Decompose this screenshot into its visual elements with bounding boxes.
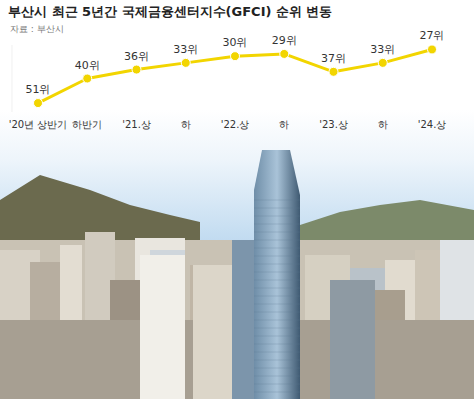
window-line (254, 256, 300, 257)
x-tick-label: '21.상 (122, 119, 151, 130)
window-line (254, 384, 300, 385)
marker (132, 65, 141, 74)
window-line (254, 328, 300, 329)
window-line (254, 232, 300, 233)
data-label: 29위 (272, 34, 297, 47)
data-label: 30위 (223, 36, 248, 49)
title: 부산시 최근 5년간 국제금융센터지수(GFCI) 순위 변동 (8, 4, 333, 19)
x-tick-label: '20년 상반기 (9, 119, 68, 130)
marker (378, 58, 387, 67)
window-line (254, 208, 300, 209)
window-line (254, 296, 300, 297)
x-tick-label: 하 (378, 119, 388, 130)
city-background (0, 0, 474, 399)
window-line (254, 312, 300, 313)
window-line (254, 336, 300, 337)
window-line (254, 224, 300, 225)
building (193, 265, 233, 399)
window-line (254, 216, 300, 217)
city-ground (0, 240, 474, 399)
window-line (254, 304, 300, 305)
source: 자료 : 부산시 (10, 24, 64, 34)
data-label: 51위 (26, 83, 51, 96)
x-tick-label: 하반기 (72, 119, 102, 130)
data-label: 33위 (173, 43, 198, 56)
marker (83, 74, 92, 83)
tower (254, 150, 300, 399)
x-tick-label: 하 (279, 119, 289, 130)
building (330, 280, 375, 399)
window-line (254, 240, 300, 241)
data-label: 36위 (124, 50, 149, 63)
root: 부산시 최근 5년간 국제금융센터지수(GFCI) 순위 변동자료 : 부산시 5… (0, 0, 474, 399)
marker (34, 99, 43, 108)
window-line (254, 344, 300, 345)
window-line (254, 288, 300, 289)
window-line (254, 368, 300, 369)
x-tick-label: '24.상 (418, 119, 447, 130)
data-label: 40위 (75, 59, 100, 72)
data-label: 37위 (321, 52, 346, 65)
tower-side (232, 240, 254, 399)
x-tick-label: '22.상 (221, 119, 250, 130)
marker (428, 45, 437, 54)
window-line (254, 248, 300, 249)
window-line (254, 352, 300, 353)
window-line (254, 200, 300, 201)
data-label: 33위 (370, 43, 395, 56)
marker (181, 58, 190, 67)
line (38, 49, 432, 103)
window-line (254, 280, 300, 281)
window-line (254, 272, 300, 273)
data-label: 27위 (420, 29, 445, 42)
building (135, 238, 185, 399)
window-line (254, 320, 300, 321)
window-line (254, 360, 300, 361)
marker (329, 67, 338, 76)
page-bg (0, 0, 474, 399)
marker (231, 52, 240, 61)
building (140, 255, 185, 399)
chart: 부산시 최근 5년간 국제금융센터지수(GFCI) 순위 변동자료 : 부산시 5… (0, 0, 474, 399)
window-line (254, 264, 300, 265)
x-tick-label: 하 (181, 119, 191, 130)
marker (280, 49, 289, 58)
window-line (254, 392, 300, 393)
window-line (254, 376, 300, 377)
y-axis-line (12, 45, 13, 112)
x-tick-label: '23.상 (319, 119, 348, 130)
